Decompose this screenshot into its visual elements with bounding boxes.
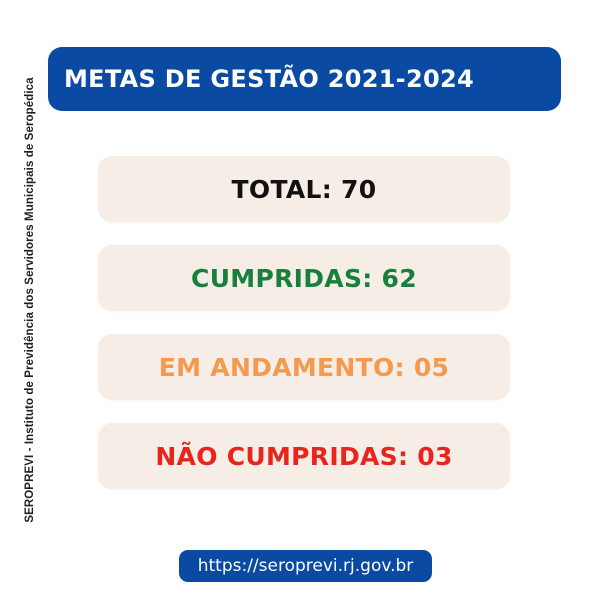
stat-em-andamento-label: EM ANDAMENTO: 05: [158, 352, 450, 382]
stat-cumpridas-label: CUMPRIDAS: 62: [191, 263, 417, 293]
stat-nao-cumpridas-label: NÃO CUMPRIDAS: 03: [155, 441, 453, 471]
side-caption: SEROPREVI - Instituto de Previdência dos…: [24, 77, 36, 523]
stat-card-cumpridas: CUMPRIDAS: 62: [98, 245, 510, 311]
stat-card-nao-cumpridas: NÃO CUMPRIDAS: 03: [98, 423, 510, 489]
page-title: METAS DE GESTÃO 2021-2024: [64, 65, 474, 93]
stat-card-total: TOTAL: 70: [98, 156, 510, 222]
stat-total-label: TOTAL: 70: [231, 174, 377, 204]
stat-card-em-andamento: EM ANDAMENTO: 05: [98, 334, 510, 400]
header-banner: METAS DE GESTÃO 2021-2024: [48, 47, 561, 111]
url-link[interactable]: https://seroprevi.rj.gov.br: [179, 550, 432, 582]
url-text: https://seroprevi.rj.gov.br: [197, 556, 414, 576]
